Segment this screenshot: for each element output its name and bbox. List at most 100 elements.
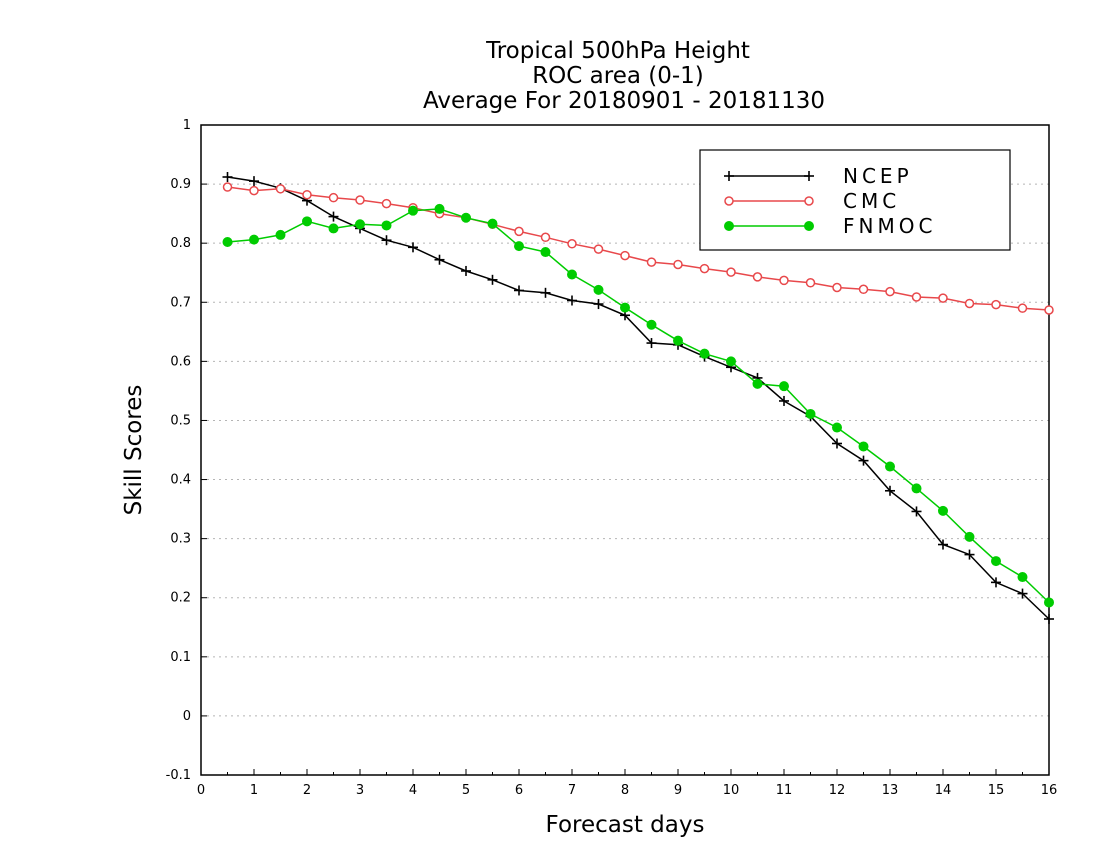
ncep-point <box>461 265 471 276</box>
cmc-point <box>275 184 286 194</box>
legend-item-fnmoc: FNMOC <box>724 214 932 238</box>
ncep-point <box>328 211 339 222</box>
fnmoc-point <box>911 483 922 494</box>
legend-box <box>699 149 1011 251</box>
fnmoc-point <box>249 234 259 245</box>
ncep-point <box>832 438 842 449</box>
fnmoc-point <box>699 348 710 359</box>
fnmoc-point <box>540 247 551 258</box>
chart-title-line-2: ROC area (0-1) <box>532 63 704 89</box>
ncep-point <box>593 299 604 310</box>
ncep-point <box>885 485 895 496</box>
ncep-series <box>222 172 1054 624</box>
ncep-line <box>227 176 1050 620</box>
x-tick-label: 12 <box>829 783 846 798</box>
cmc-point <box>699 263 710 274</box>
ncep-point <box>567 295 577 306</box>
cmc-point <box>724 196 734 206</box>
fnmoc-point <box>964 531 975 542</box>
fnmoc-point <box>832 422 842 433</box>
x-tick-label: 14 <box>935 783 952 798</box>
fnmoc-series <box>222 203 1054 608</box>
ncep-point <box>804 171 814 181</box>
x-tick-label: 11 <box>776 783 793 798</box>
ncep-point <box>779 395 789 406</box>
y-tick-label: 0.4 <box>170 473 191 488</box>
cmc-point <box>911 292 922 302</box>
cmc-point <box>1017 303 1028 313</box>
y-tick-label: 0.8 <box>170 236 191 251</box>
fnmoc-point <box>752 378 763 389</box>
cmc-point <box>222 182 233 192</box>
y-tick-label: 0.3 <box>170 532 191 547</box>
ncep-point <box>249 176 259 187</box>
legend-label-cmc: CMC <box>843 189 900 213</box>
x-tick-label: 15 <box>988 783 1005 798</box>
cmc-point <box>858 284 869 295</box>
cmc-point <box>752 272 763 282</box>
cmc-point <box>1044 305 1054 315</box>
x-tick-label: 8 <box>621 783 629 798</box>
cmc-point <box>593 244 604 254</box>
fnmoc-point <box>593 284 604 295</box>
fnmoc-point <box>567 269 577 280</box>
cmc-point <box>328 192 339 203</box>
fnmoc-point <box>355 219 365 230</box>
fnmoc-point <box>726 356 736 367</box>
ncep-point <box>434 254 445 265</box>
legend-item-cmc: CMC <box>724 189 900 213</box>
cmc-point <box>938 293 948 303</box>
x-tick-label: 4 <box>409 783 417 798</box>
fnmoc-point <box>1044 597 1054 608</box>
ncep-point <box>487 274 498 285</box>
cmc-point <box>964 298 975 309</box>
x-axis-title: Forecast days <box>546 812 705 838</box>
ncep-point <box>724 171 734 181</box>
cmc-point <box>804 196 814 206</box>
fnmoc-point <box>673 335 683 346</box>
ncep-point <box>938 539 948 550</box>
fnmoc-point <box>724 221 734 231</box>
fnmoc-point <box>646 319 657 330</box>
ncep-point <box>381 235 392 246</box>
legend-label-ncep: NCEP <box>843 164 913 188</box>
fnmoc-line <box>227 208 1050 604</box>
y-tick-label: 1 <box>183 118 191 133</box>
x-tick-label: 13 <box>882 783 899 798</box>
fnmoc-point <box>275 229 286 240</box>
cmc-point <box>726 267 736 277</box>
fnmoc-point <box>938 505 948 516</box>
cmc-point <box>381 198 392 209</box>
fnmoc-point <box>302 216 312 227</box>
x-tick-label: 16 <box>1041 783 1058 798</box>
fnmoc-point <box>804 221 814 231</box>
fnmoc-point <box>885 461 895 472</box>
fnmoc-point <box>1017 572 1028 583</box>
y-axis-title: Skill Scores <box>121 385 147 516</box>
fnmoc-point <box>514 241 524 252</box>
cmc-point <box>514 226 524 237</box>
fnmoc-point <box>408 205 418 216</box>
axis-ticks: -0.100.10.20.30.40.50.60.70.80.910 1 2 3 4 5 6… <box>166 118 1058 798</box>
y-tick-label: 0.1 <box>170 650 191 665</box>
ncep-point <box>514 285 524 296</box>
cmc-point <box>832 282 842 293</box>
cmc-point <box>249 185 259 196</box>
y-tick-label: 0.6 <box>170 354 191 369</box>
ncep-point <box>991 577 1001 588</box>
ncep-point <box>646 338 657 349</box>
cmc-point <box>302 189 312 200</box>
y-tick-label: 0.5 <box>170 413 191 428</box>
x-tick-label: 1 <box>250 783 258 798</box>
fnmoc-point <box>461 212 471 223</box>
cmc-point <box>620 250 630 261</box>
fnmoc-point <box>779 381 789 392</box>
ncep-point <box>1017 588 1028 599</box>
x-tick-label: 5 <box>462 783 470 798</box>
y-tick-label: 0.2 <box>170 591 191 606</box>
ncep-point <box>1044 614 1054 624</box>
fnmoc-point <box>487 218 498 229</box>
fnmoc-point <box>328 223 339 234</box>
